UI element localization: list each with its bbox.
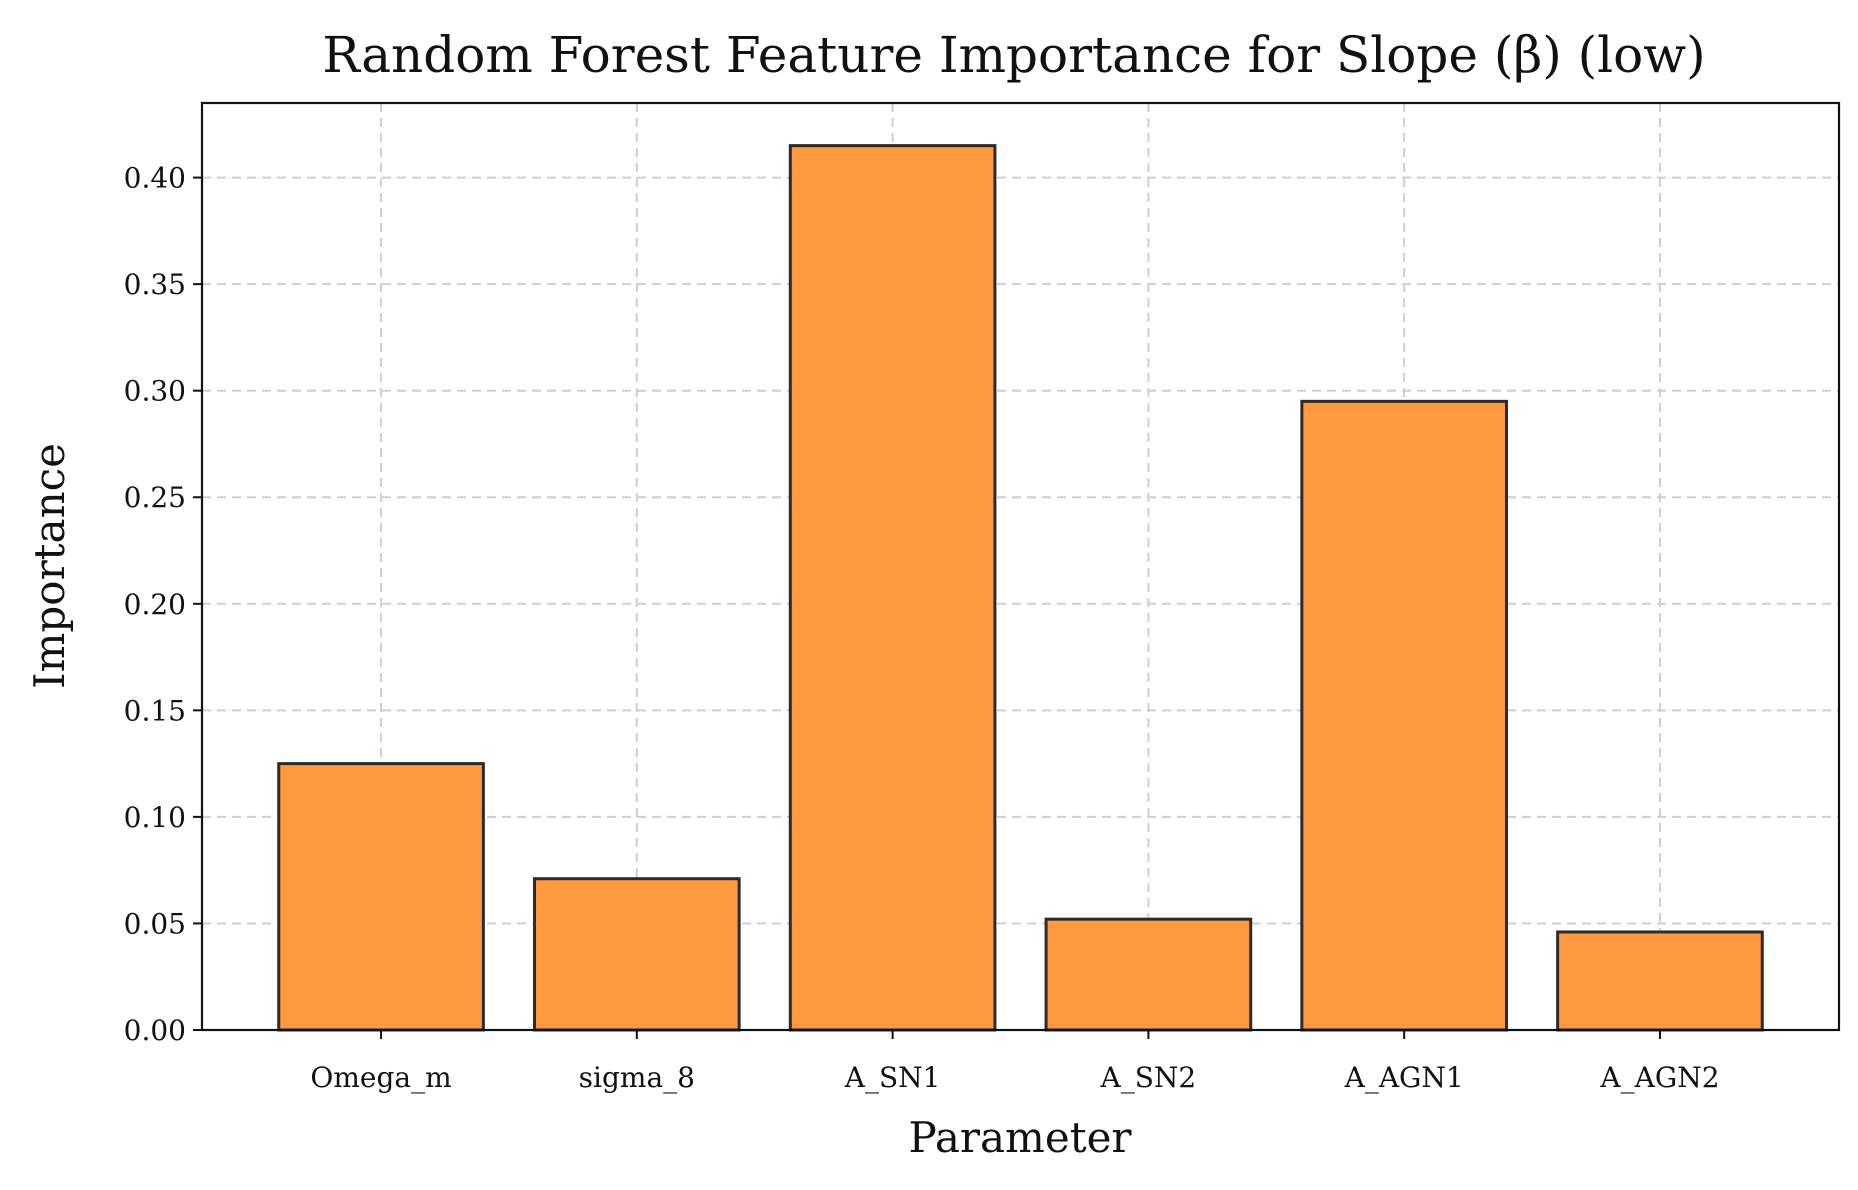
bar-a-agn2 [1556, 930, 1764, 1032]
bar-sigma-8 [533, 877, 741, 1032]
y-tick-label: 0.10 [124, 801, 186, 834]
y-tick-label: 0.00 [124, 1014, 186, 1047]
y-tick-label: 0.20 [124, 588, 186, 621]
y-tick-label: 0.05 [124, 907, 186, 940]
x-tick-label: Omega_m [310, 1061, 451, 1094]
x-axis: Omega_m sigma_8 A_SN1 A_SN2 A_AGN1 A_AGN2 [310, 1030, 1720, 1094]
x-tick-label: A_AGN1 [1344, 1061, 1464, 1094]
chart-title: Random Forest Feature Importance for Slo… [322, 26, 1705, 84]
x-tick-label: sigma_8 [579, 1061, 695, 1094]
bar-a-sn2 [1044, 917, 1253, 1032]
x-tick-label: A_SN2 [1100, 1061, 1197, 1094]
y-tick-label: 0.30 [124, 375, 186, 408]
x-tick-label: A_AGN2 [1599, 1061, 1719, 1094]
x-axis-label: Parameter [908, 1113, 1132, 1162]
y-tick-label: 0.40 [124, 162, 186, 195]
bar-a-sn1 [788, 144, 997, 1032]
plot-frame [200, 101, 1841, 1032]
bars [277, 144, 1764, 1032]
y-tick-label: 0.35 [124, 268, 186, 301]
bar-a-agn1 [1300, 399, 1508, 1032]
y-axis: 0.00 0.05 0.10 0.15 0.20 0.25 0.30 0.35 0.40 [124, 162, 202, 1047]
y-tick-label: 0.25 [124, 481, 186, 514]
x-tick-label: A_SN1 [844, 1061, 941, 1094]
y-axis-label: Importance [25, 443, 74, 689]
bar-omega-m [277, 762, 485, 1032]
y-tick-label: 0.15 [124, 694, 186, 727]
